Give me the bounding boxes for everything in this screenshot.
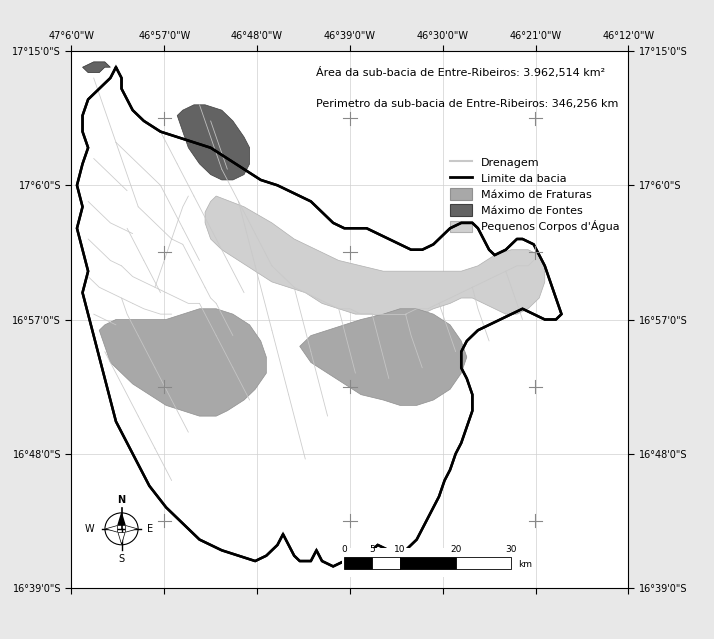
Circle shape xyxy=(105,513,138,545)
Text: 10: 10 xyxy=(394,545,406,554)
Text: 0: 0 xyxy=(341,545,347,554)
Polygon shape xyxy=(99,309,266,416)
Bar xyxy=(344,557,372,569)
Text: W: W xyxy=(84,524,94,534)
Polygon shape xyxy=(118,513,125,525)
Polygon shape xyxy=(126,525,138,532)
Polygon shape xyxy=(106,525,118,532)
Polygon shape xyxy=(83,62,111,73)
Text: S: S xyxy=(119,554,124,564)
Text: N: N xyxy=(118,495,126,505)
Text: E: E xyxy=(147,524,153,534)
Text: Perimetro da sub-bacia de Entre-Ribeiros: 346,256 km: Perimetro da sub-bacia de Entre-Ribeiros… xyxy=(316,100,619,109)
Polygon shape xyxy=(177,105,250,180)
Text: km: km xyxy=(518,560,532,569)
Text: Área da sub-bacia de Entre-Ribeiros: 3.962,514 km²: Área da sub-bacia de Entre-Ribeiros: 3.9… xyxy=(316,67,605,78)
Bar xyxy=(372,557,400,569)
Polygon shape xyxy=(205,196,545,320)
Polygon shape xyxy=(118,532,125,544)
Bar xyxy=(456,557,511,569)
Bar xyxy=(400,557,456,569)
Polygon shape xyxy=(300,309,467,405)
Legend: Drenagem, Limite da bacia, Máximo de Fraturas, Máximo de Fontes, Pequenos Corpos: Drenagem, Limite da bacia, Máximo de Fra… xyxy=(446,153,623,236)
Text: 5: 5 xyxy=(369,545,375,554)
Bar xyxy=(341,548,531,577)
Text: 30: 30 xyxy=(506,545,517,554)
Text: 20: 20 xyxy=(450,545,461,554)
